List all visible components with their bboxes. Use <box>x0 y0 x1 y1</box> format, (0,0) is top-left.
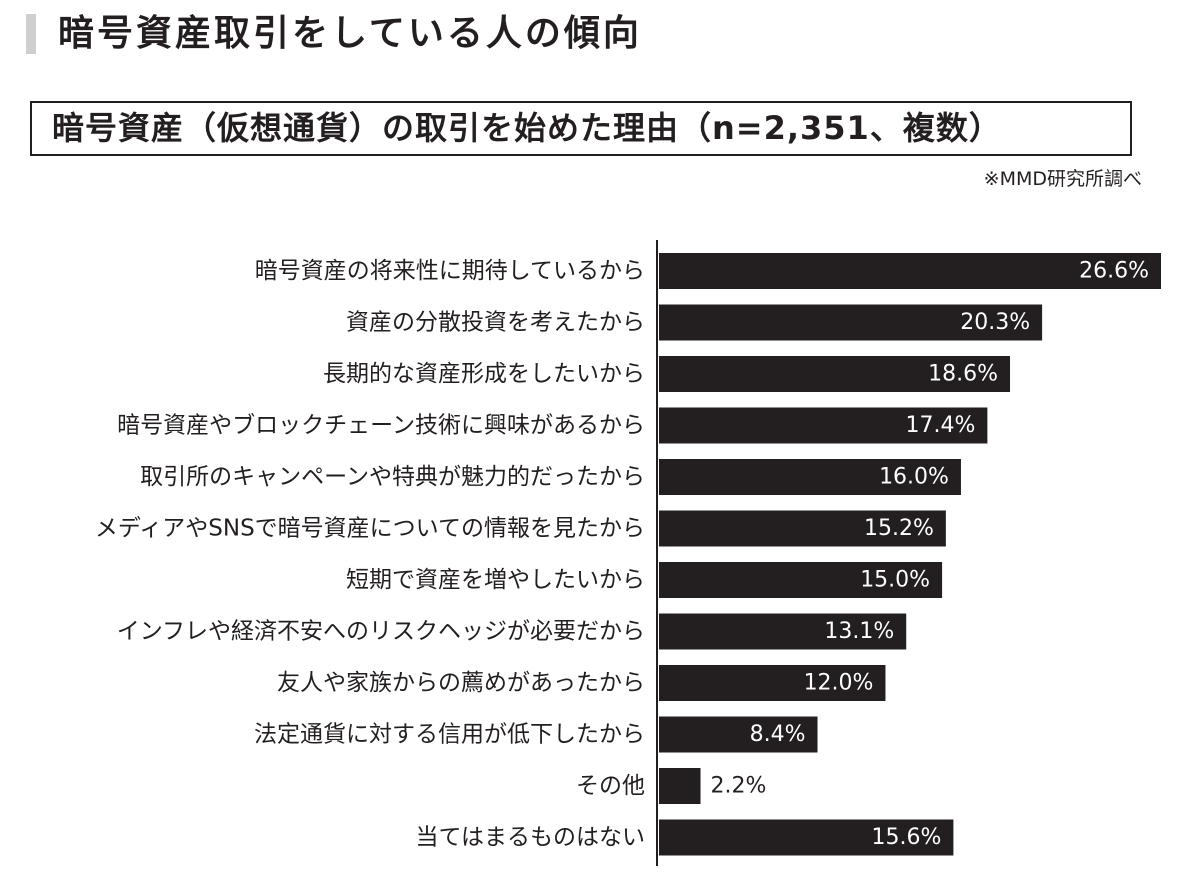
bar-11 <box>659 768 701 804</box>
bar-2 <box>659 304 1043 341</box>
bar-10 <box>659 716 818 753</box>
category-label-11: その他 <box>576 773 645 799</box>
heading-accent-bar <box>26 14 36 54</box>
value-label-9: 12.0% <box>804 671 874 696</box>
chart-title: 暗号資産（仮想通貨）の取引を始めた理由（n=2,351、複数） <box>52 109 1002 147</box>
category-label-1: 暗号資産の将来性に期待しているから <box>255 258 645 284</box>
value-label-12: 15.6% <box>872 825 942 850</box>
category-label-7: 短期で資産を増やしたいから <box>346 567 645 593</box>
bar-12 <box>659 819 954 856</box>
category-label-9: 友人や家族からの薦めがあったから <box>277 670 645 696</box>
bar-1 <box>659 253 1161 289</box>
bar-5 <box>659 459 961 495</box>
value-label-1: 26.6% <box>1079 259 1149 284</box>
value-label-6: 15.2% <box>864 516 934 541</box>
bar-6 <box>659 510 946 547</box>
bars-group: 暗号資産の将来性に期待しているから 26.6% 資産の分散投資を考えたから 20.3%… <box>95 253 1161 856</box>
chart-title-box: 暗号資産（仮想通貨）の取引を始めた理由（n=2,351、複数） <box>30 101 1132 156</box>
bar-4 <box>659 407 988 444</box>
category-label-8: インフレや経済不安へのリスクヘッジが必要だから <box>117 619 645 645</box>
bar-3 <box>659 356 1011 392</box>
value-label-11: 2.2% <box>711 774 767 799</box>
value-label-7: 15.0% <box>860 568 930 593</box>
category-label-4: 暗号資産やブロックチェーン技術に興味があるから <box>117 413 645 439</box>
category-label-2: 資産の分散投資を考えたから <box>346 310 645 336</box>
category-label-12: 当てはまるものはない <box>415 825 645 851</box>
page-title: 暗号資産取引をしている人の傾向 <box>58 13 642 54</box>
value-label-5: 16.0% <box>879 465 949 490</box>
bar-9 <box>659 665 886 701</box>
category-label-10: 法定通貨に対する信用が低下したから <box>254 722 645 748</box>
value-label-10: 8.4% <box>750 722 806 747</box>
value-label-8: 13.1% <box>824 619 894 644</box>
value-label-2: 20.3% <box>960 310 1030 335</box>
category-label-6: メディアやSNSで暗号資産についての情報を見たから <box>95 516 645 542</box>
source-note: ※MMD研究所調べ <box>983 168 1142 190</box>
category-label-3: 長期的な資産形成をしたいから <box>323 361 645 387</box>
bar-7 <box>659 562 943 598</box>
bar-8 <box>659 613 907 650</box>
value-label-4: 17.4% <box>905 413 975 438</box>
category-label-5: 取引所のキャンペーンや特典が魅力的だったから <box>140 464 645 490</box>
value-label-3: 18.6% <box>928 362 998 387</box>
